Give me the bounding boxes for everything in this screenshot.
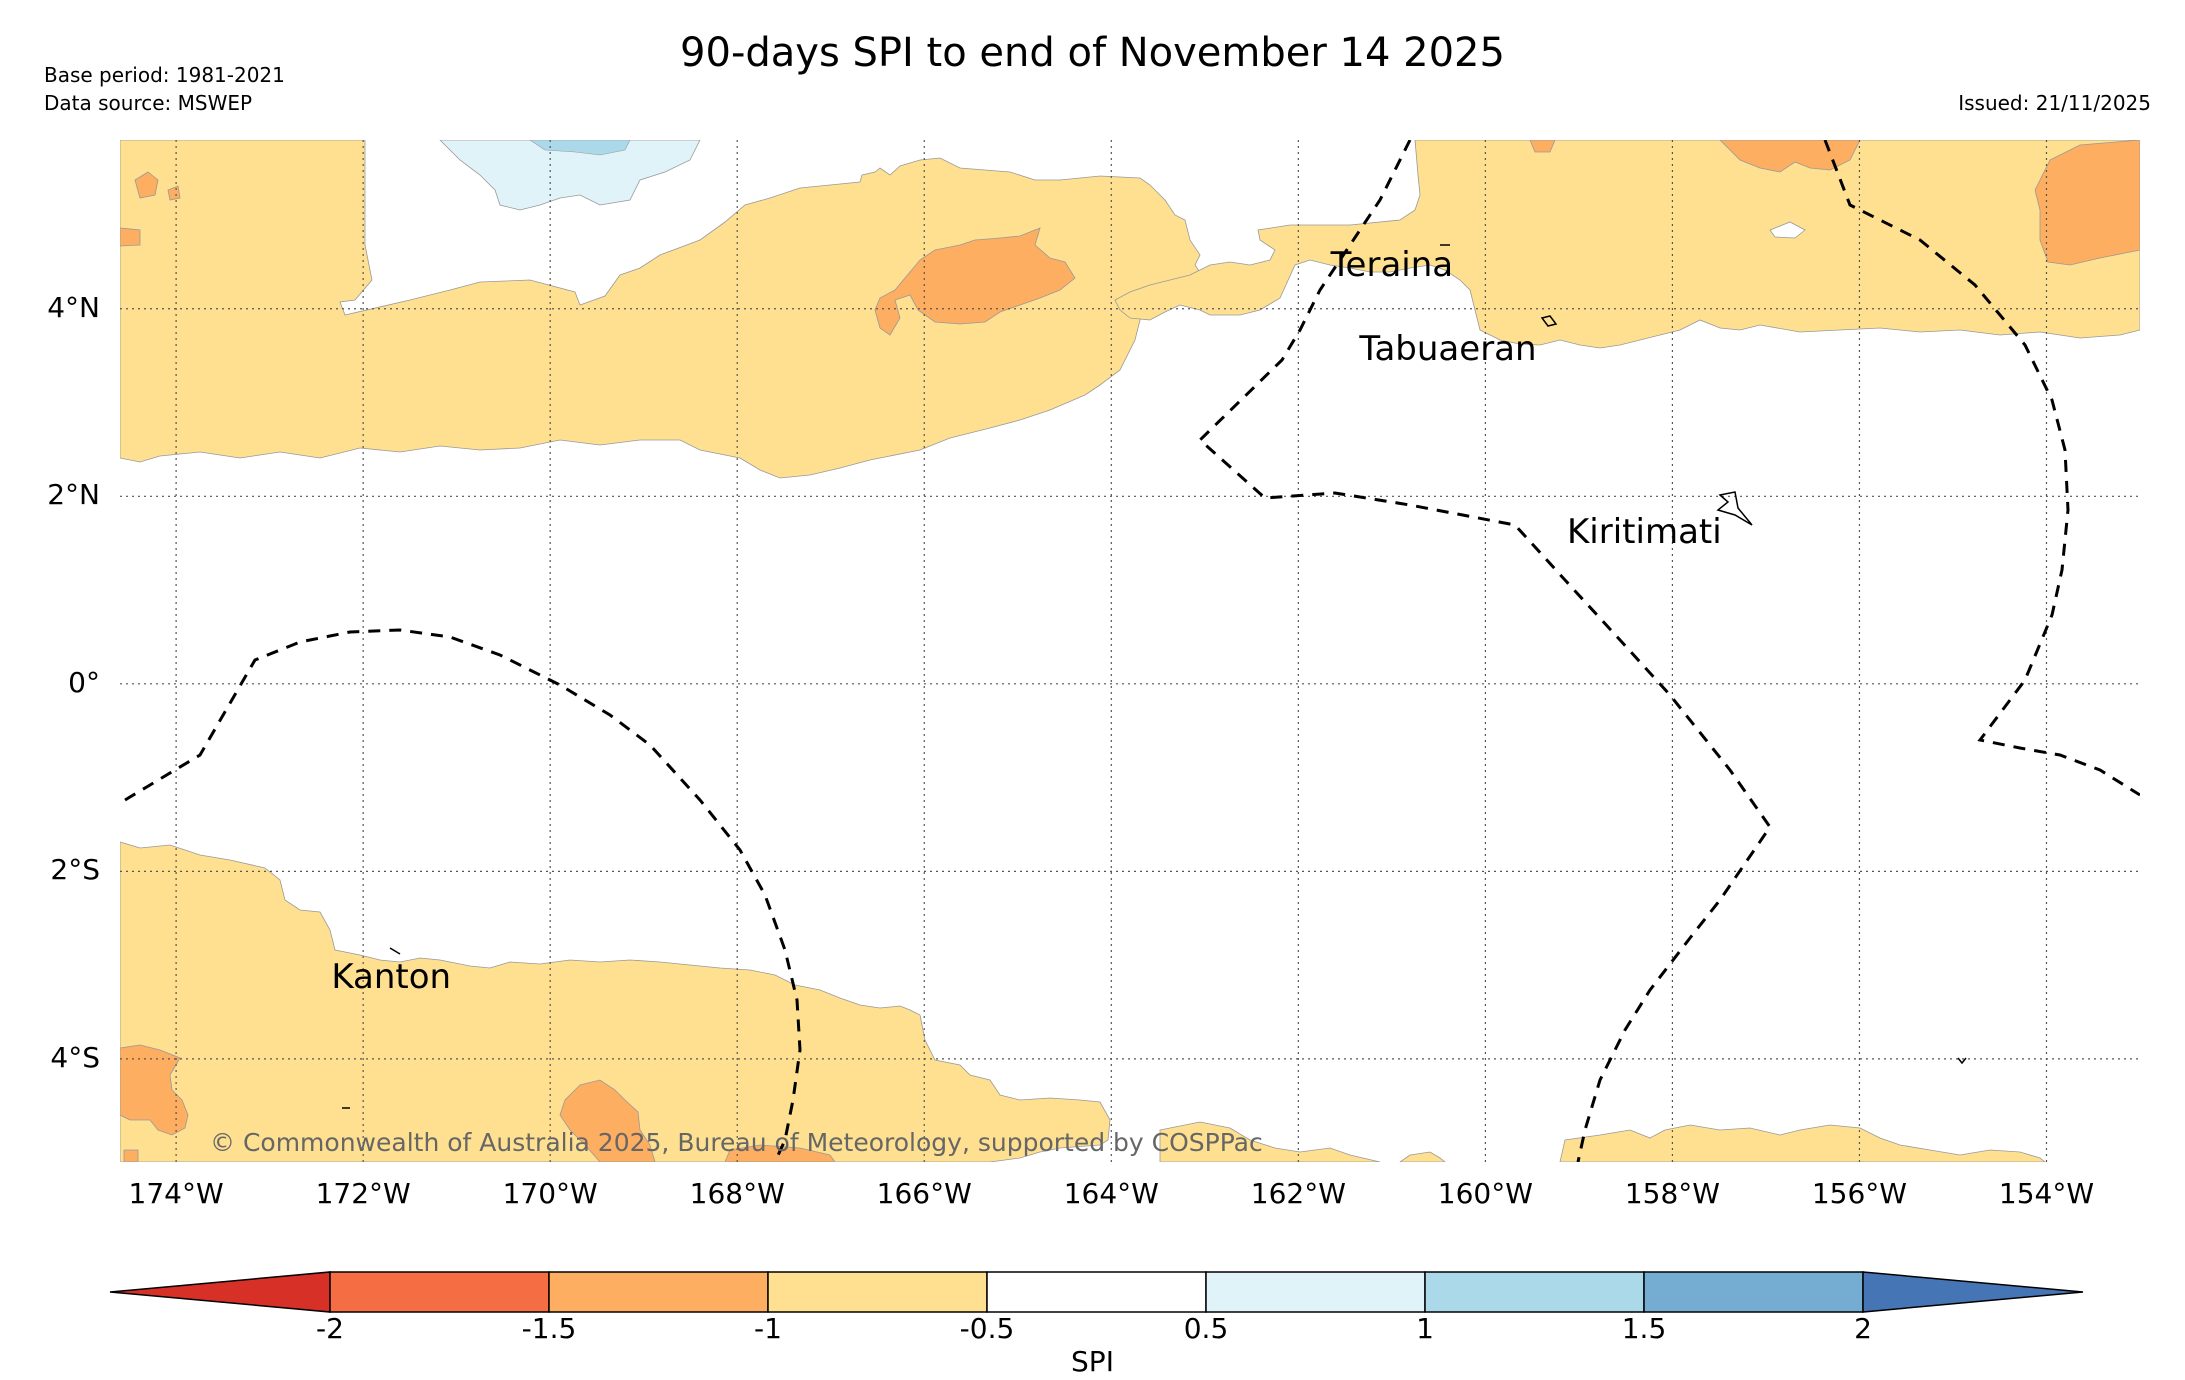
colorbar-bin-7: [1643, 1271, 1864, 1313]
spi-region-south-east-strip: [1159, 1121, 1381, 1162]
spi-region-south-east-strip-2: [1399, 1151, 1446, 1162]
base-period: Base period: 1981-2021: [44, 63, 285, 87]
longitude-label: 156°W: [1811, 1177, 1907, 1210]
spi-patch-orange-4: [1529, 140, 1556, 153]
colorbar-bin-1: [329, 1271, 550, 1313]
spi-region-wet: [439, 140, 701, 211]
colorbar-label: SPI: [1071, 1345, 1114, 1378]
colorbar-tick-label: 1: [1416, 1312, 1434, 1345]
colorbar: [109, 1271, 2084, 1313]
data-source: Data source: MSWEP: [44, 91, 253, 115]
island-minor-2: [1957, 1057, 1967, 1065]
spi-patch-orange-5: [134, 171, 159, 199]
latitude-label: 4°N: [47, 290, 100, 324]
place-label-teraina: Teraina: [1330, 244, 1454, 285]
island-kiritimati: [1716, 491, 1753, 526]
spi-patch-orange-south-4: [123, 1149, 139, 1162]
colorbar-bin-6: [1424, 1271, 1645, 1313]
longitude-label: 166°W: [876, 1177, 972, 1210]
longitude-label: 158°W: [1624, 1177, 1720, 1210]
spi-gap-northeast: [1769, 221, 1806, 239]
colorbar-bin-5: [1205, 1271, 1426, 1313]
colorbar-tick-label: 1.5: [1621, 1312, 1667, 1345]
spi-region-south: [120, 841, 1111, 1162]
place-label-kiritimati: Kiritimati: [1567, 511, 1722, 552]
colorbar-tick-label: -0.5: [959, 1312, 1015, 1345]
spi-patch-orange-2: [2034, 140, 2140, 266]
spi-region-wet-core: [529, 140, 631, 156]
longitude-label: 174°W: [128, 1177, 224, 1210]
longitude-label: 164°W: [1063, 1177, 1159, 1210]
latitude-label: 0°: [68, 665, 100, 699]
chart-title: 90-days SPI to end of November 14 2025: [680, 30, 1505, 76]
spi-region-south-east-strip-3: [1559, 1124, 2046, 1162]
spi-region-north-east: [1114, 140, 2140, 349]
colorbar-tick-label: 2: [1854, 1312, 1872, 1345]
issued-date: Issued: 21/11/2025: [1958, 91, 2151, 115]
copyright-notice: © Commonwealth of Australia 2025, Bureau…: [210, 1128, 1263, 1157]
colorbar-tick-label: 0.5: [1183, 1312, 1229, 1345]
longitude-label: 170°W: [502, 1177, 598, 1210]
spi-patch-orange-7: [167, 185, 181, 201]
eez-boundary-line-west: [1197, 140, 1772, 1162]
colorbar-bin-2: [548, 1271, 769, 1313]
island-kanton: [389, 947, 401, 955]
colorbar-extend-low: [109, 1271, 331, 1313]
gridlines: [120, 140, 2140, 1162]
longitude-label: 168°W: [689, 1177, 785, 1210]
spi-shading: [120, 140, 2140, 1162]
eez-boundaries: [124, 140, 2140, 1162]
colorbar-tick-label: -2: [316, 1312, 344, 1345]
spi-patch-orange-south-1: [120, 1044, 189, 1136]
longitude-label: 160°W: [1437, 1177, 1533, 1210]
place-label-tabuaeran: Tabuaeran: [1359, 328, 1537, 369]
colorbar-tick-label: -1: [754, 1312, 782, 1345]
spi-patch-orange-3: [1719, 140, 1861, 173]
longitude-label: 154°W: [1998, 1177, 2095, 1210]
colorbar-extend-high: [1862, 1271, 2084, 1313]
colorbar-bin-3: [767, 1271, 988, 1313]
latitude-label: 2°N: [47, 478, 100, 512]
island-outlines: [342, 244, 1967, 1109]
longitude-label: 162°W: [1250, 1177, 1346, 1210]
colorbar-tick-label: -1.5: [521, 1312, 577, 1345]
island-tabuaeran: [1540, 315, 1558, 327]
eez-boundary-line-east: [1823, 140, 2140, 797]
latitude-label: 4°S: [50, 1040, 100, 1074]
colorbar-bin-4: [986, 1271, 1207, 1313]
longitude-label: 172°W: [315, 1177, 411, 1210]
spi-patch-orange-6: [120, 227, 141, 247]
eez-boundary-phoenix: [124, 628, 802, 1162]
place-label-kanton: Kanton: [331, 957, 452, 998]
spi-patch-orange-south-2: [559, 1079, 656, 1162]
latitude-label: 2°S: [50, 853, 100, 887]
